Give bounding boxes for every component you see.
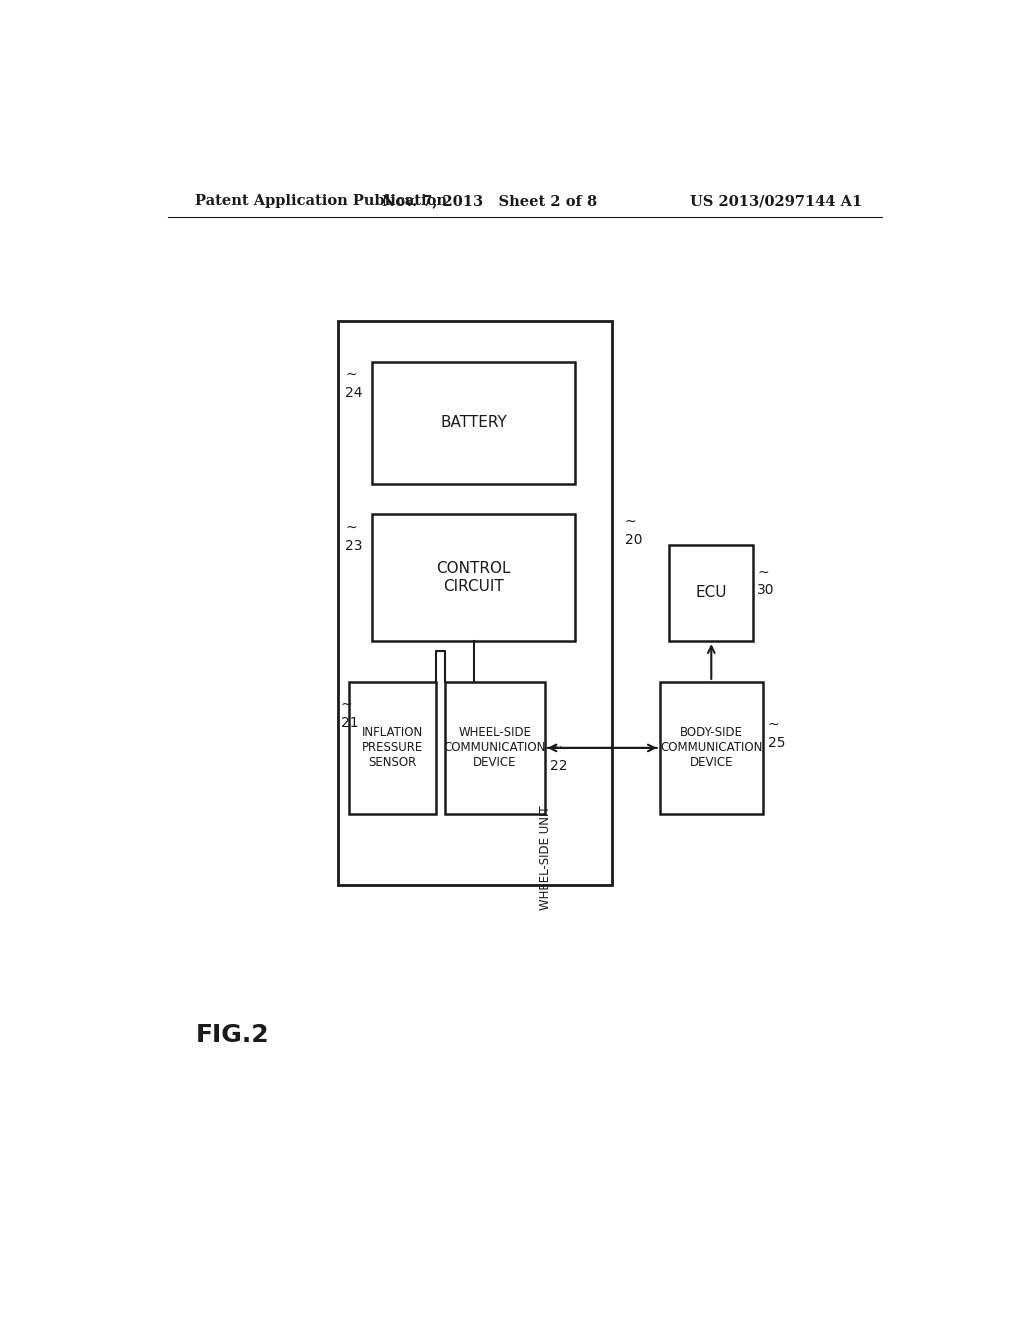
Bar xyxy=(373,362,574,483)
Text: ~: ~ xyxy=(625,515,637,528)
Text: FIG.2: FIG.2 xyxy=(196,1023,269,1047)
Text: 25: 25 xyxy=(768,737,785,750)
Text: 23: 23 xyxy=(345,539,362,553)
Text: 22: 22 xyxy=(550,759,567,774)
Bar xyxy=(445,682,545,814)
Text: INFLATION
PRESSURE
SENSOR: INFLATION PRESSURE SENSOR xyxy=(361,726,423,770)
Text: BODY-SIDE
COMMUNICATION
DEVICE: BODY-SIDE COMMUNICATION DEVICE xyxy=(660,726,763,770)
Text: WHEEL-SIDE
COMMUNICATION
DEVICE: WHEEL-SIDE COMMUNICATION DEVICE xyxy=(443,726,546,770)
Bar xyxy=(670,545,754,642)
Text: CONTROL
CIRCUIT: CONTROL CIRCUIT xyxy=(436,561,511,594)
Text: ~: ~ xyxy=(345,520,357,535)
Text: ~: ~ xyxy=(345,368,357,381)
Bar xyxy=(348,682,436,814)
Text: ~: ~ xyxy=(758,565,769,579)
Text: 24: 24 xyxy=(345,387,362,400)
Text: ~: ~ xyxy=(768,718,779,731)
Text: US 2013/0297144 A1: US 2013/0297144 A1 xyxy=(690,194,862,209)
Text: ECU: ECU xyxy=(695,585,727,601)
Text: BATTERY: BATTERY xyxy=(440,416,507,430)
Bar xyxy=(373,515,574,642)
Text: Patent Application Publication: Patent Application Publication xyxy=(196,194,447,209)
Text: Nov. 7, 2013   Sheet 2 of 8: Nov. 7, 2013 Sheet 2 of 8 xyxy=(382,194,597,209)
Text: ~: ~ xyxy=(550,741,562,755)
Text: 20: 20 xyxy=(625,533,642,546)
Text: 21: 21 xyxy=(341,715,358,730)
Text: ~: ~ xyxy=(341,697,352,711)
Bar xyxy=(659,682,763,814)
Text: 30: 30 xyxy=(758,583,775,598)
Bar xyxy=(338,321,612,886)
Text: WHEEL-SIDE UNIT: WHEEL-SIDE UNIT xyxy=(539,805,552,909)
